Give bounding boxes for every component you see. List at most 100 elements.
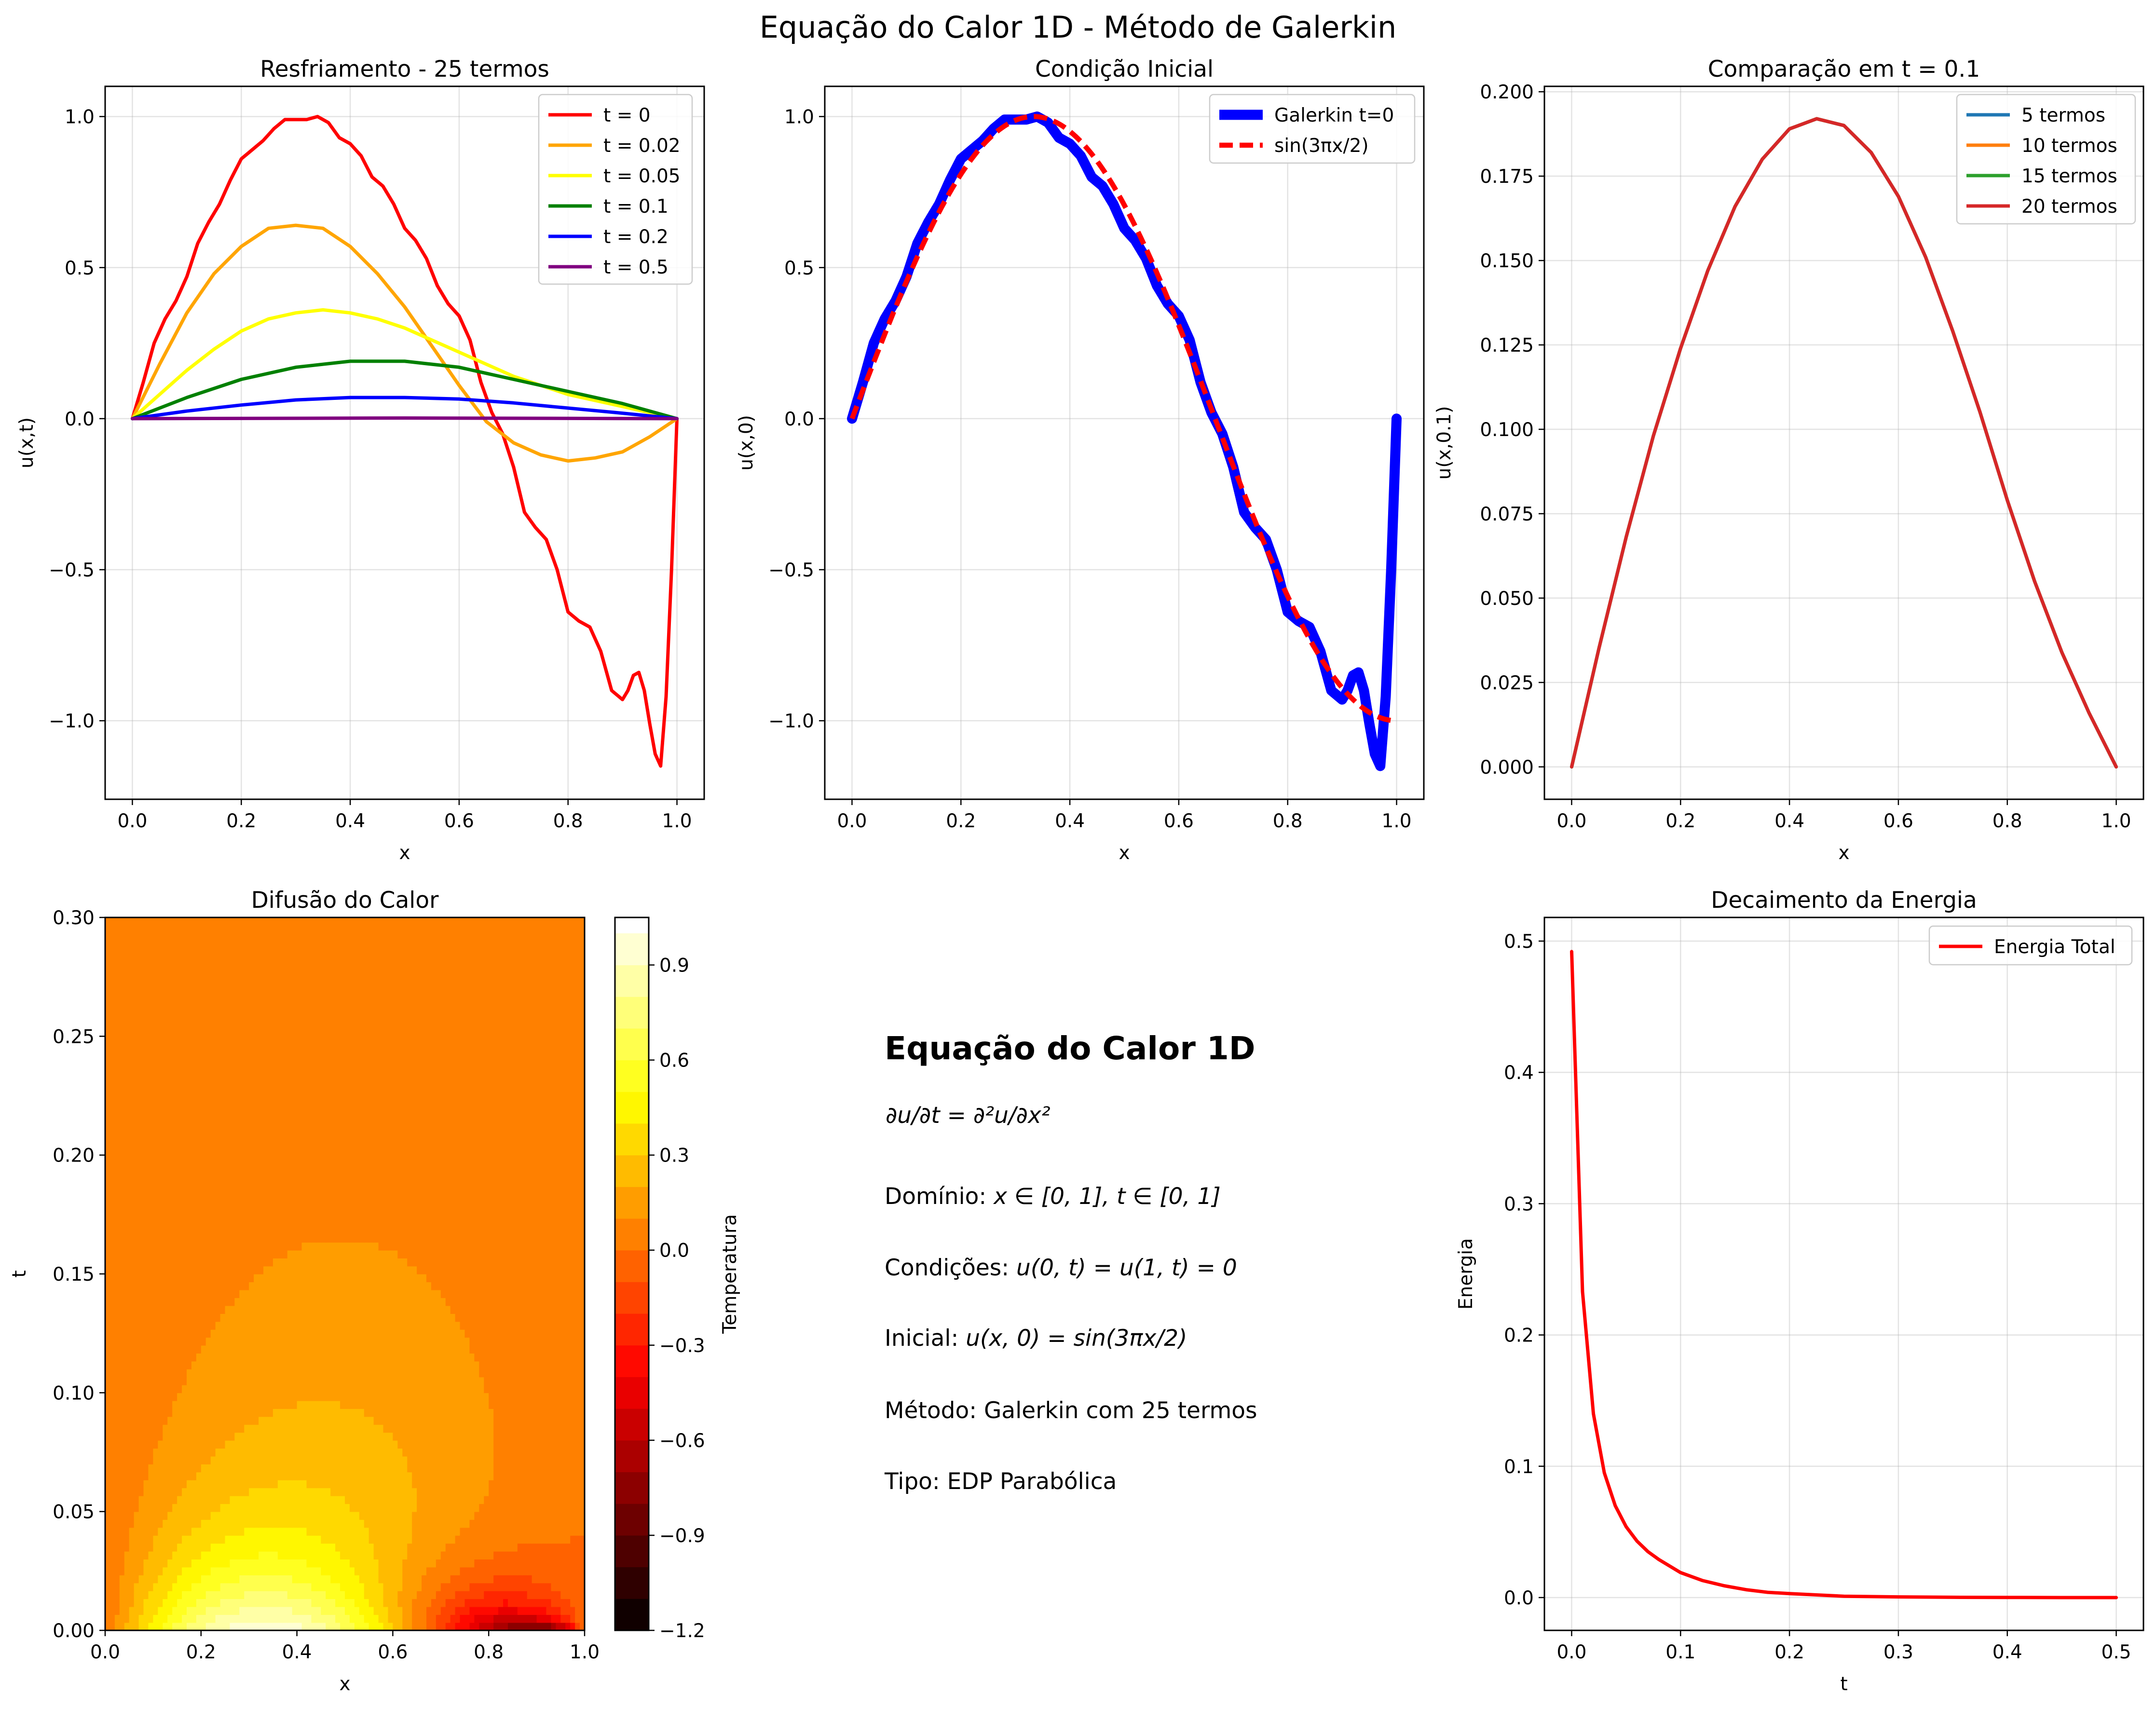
heatmap-cell	[330, 1345, 336, 1354]
heatmap-cell	[575, 1329, 580, 1338]
heatmap-cell	[359, 1400, 365, 1409]
heatmap-cell	[455, 1583, 461, 1591]
heatmap-cell	[158, 1242, 164, 1251]
heatmap-cell	[512, 1369, 518, 1378]
heatmap-cell	[105, 1274, 110, 1283]
heatmap-cell	[541, 1416, 547, 1425]
heatmap-cell	[282, 1289, 288, 1299]
heatmap-cell	[532, 1408, 537, 1417]
heatmap-cell	[359, 1298, 365, 1306]
heatmap-cell	[201, 1575, 206, 1584]
heatmap-cell	[407, 1353, 412, 1362]
heatmap-cell	[354, 1606, 360, 1615]
heatmap-cell	[546, 1464, 552, 1473]
heatmap-cell	[114, 1393, 120, 1401]
heatmap-cell	[210, 1289, 216, 1299]
heatmap-cell	[268, 1369, 273, 1378]
heatmap-cell	[129, 1590, 135, 1600]
heatmap-cell	[431, 1440, 437, 1449]
heatmap-cell	[143, 1479, 149, 1489]
heatmap-cell	[330, 1313, 336, 1322]
heatmap-cell	[335, 1614, 341, 1623]
heatmap-cell	[546, 1614, 552, 1623]
heatmap-cell	[220, 1424, 226, 1433]
heatmap-cell	[182, 1527, 187, 1536]
heatmap-cell	[177, 1424, 182, 1433]
heatmap-cell	[378, 1472, 384, 1480]
heatmap-cell	[388, 1289, 394, 1299]
heatmap-cell	[407, 1519, 412, 1528]
heatmap-cell	[263, 1543, 269, 1552]
heatmap-cell	[407, 1504, 412, 1512]
heatmap-cell	[364, 1511, 369, 1520]
heatmap-cell	[450, 1440, 456, 1449]
heatmap-cell	[292, 1448, 298, 1457]
heatmap-cell	[436, 1504, 441, 1512]
heatmap-cell	[464, 1313, 470, 1322]
heatmap-cell	[493, 1345, 499, 1354]
heatmap-cell	[210, 1590, 216, 1600]
heatmap-cell	[340, 1432, 345, 1441]
heatmap-cell	[536, 1337, 542, 1346]
heatmap-cell	[301, 1519, 307, 1528]
heatmap-cell	[445, 1464, 451, 1473]
heatmap-cell	[254, 1559, 259, 1568]
heatmap-cell	[124, 1575, 130, 1584]
heatmap-cell	[330, 1424, 336, 1433]
heatmap-cell	[186, 1321, 192, 1330]
heatmap-cell	[378, 1329, 384, 1338]
heatmap-cell	[373, 1384, 379, 1394]
heatmap-cell	[282, 1559, 288, 1568]
heatmap-cell	[225, 1599, 231, 1607]
heatmap-cell	[287, 1369, 293, 1378]
heatmap-cell	[345, 1448, 350, 1457]
heatmap-cell	[532, 1282, 537, 1290]
heatmap-cell	[335, 1606, 341, 1615]
heatmap-cell	[109, 1472, 115, 1480]
heatmap-cell	[330, 1361, 336, 1369]
heatmap-cell	[397, 1432, 403, 1441]
heatmap-cell	[234, 1527, 240, 1536]
heatmap-cell	[426, 1606, 432, 1615]
heatmap-cell	[254, 1353, 259, 1362]
heatmap-cell	[153, 1614, 159, 1623]
heatmap-cell	[239, 1448, 245, 1457]
heatmap-cell	[306, 1440, 312, 1449]
heatmap-cell	[541, 1535, 547, 1544]
heatmap-cell	[493, 1448, 499, 1457]
heatmap-cell	[551, 1511, 557, 1520]
heatmap-cell	[191, 1258, 197, 1267]
heatmap-cell	[321, 1479, 327, 1489]
heatmap-cell	[201, 1559, 206, 1568]
heatmap-cell	[532, 1440, 537, 1449]
heatmap-cell	[177, 1377, 182, 1385]
heatmap-cell	[273, 1393, 278, 1401]
heatmap-cell	[455, 1432, 461, 1441]
heatmap-cell	[378, 1298, 384, 1306]
heatmap-cell	[507, 1289, 513, 1299]
heatmap-cell	[148, 1472, 154, 1480]
heatmap-cell	[445, 1543, 451, 1552]
heatmap-cell	[364, 1424, 369, 1433]
heatmap-cell	[345, 1361, 350, 1369]
heatmap-cell	[522, 1305, 528, 1314]
heatmap-cell	[249, 1622, 254, 1631]
heatmap-cell	[230, 1345, 235, 1354]
heatmap-cell	[301, 1472, 307, 1480]
heatmap-cell	[445, 1282, 451, 1290]
heatmap-cell	[205, 1282, 211, 1290]
heatmap-cell	[330, 1408, 336, 1417]
heatmap-cell	[489, 1495, 494, 1504]
heatmap-cell	[340, 1329, 345, 1338]
heatmap-cell	[167, 1345, 173, 1354]
heatmap-cell	[143, 1551, 149, 1559]
heatmap-cell	[124, 1298, 130, 1306]
heatmap-cell	[556, 1266, 561, 1274]
heatmap-cell	[373, 1353, 379, 1362]
heatmap-cell	[186, 1353, 192, 1362]
heatmap-cell	[129, 1559, 135, 1568]
heatmap-cell	[422, 1432, 427, 1441]
heatmap-cell	[340, 1606, 345, 1615]
heatmap-cell	[292, 1369, 298, 1378]
heatmap-cell	[551, 1345, 557, 1354]
